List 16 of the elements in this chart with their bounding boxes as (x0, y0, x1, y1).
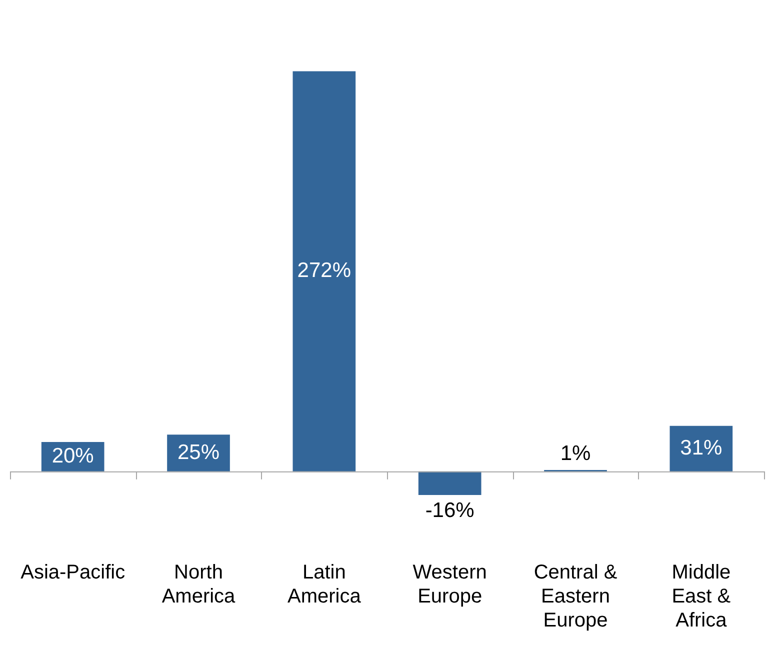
x-tick-label: Central & Eastern Europe (534, 562, 618, 632)
data-label: 25% (177, 440, 220, 464)
x-tick-label: Latin America (287, 562, 362, 608)
bar (167, 434, 230, 472)
bar (670, 426, 733, 472)
data-label: -16% (425, 498, 474, 522)
data-label: 1% (560, 442, 591, 465)
x-tick-label: North America (162, 562, 236, 608)
bar (418, 471, 482, 495)
data-label: 31% (680, 436, 722, 460)
x-tick-label: Asia-Pacific (20, 562, 126, 584)
bar (292, 71, 356, 472)
data-label: 20% (52, 444, 94, 468)
x-tick-label: Middle East & Africa (672, 562, 732, 632)
x-tick-label: Western Europe (412, 562, 487, 608)
data-label: 272% (297, 259, 352, 282)
